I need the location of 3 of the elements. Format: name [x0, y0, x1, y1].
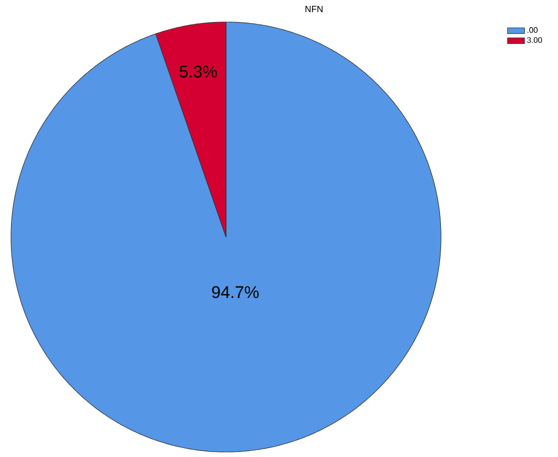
data-label: 5.3% [180, 66, 217, 78]
chart-title: NFN [306, 6, 322, 12]
data-label: 94.7% [212, 286, 259, 298]
